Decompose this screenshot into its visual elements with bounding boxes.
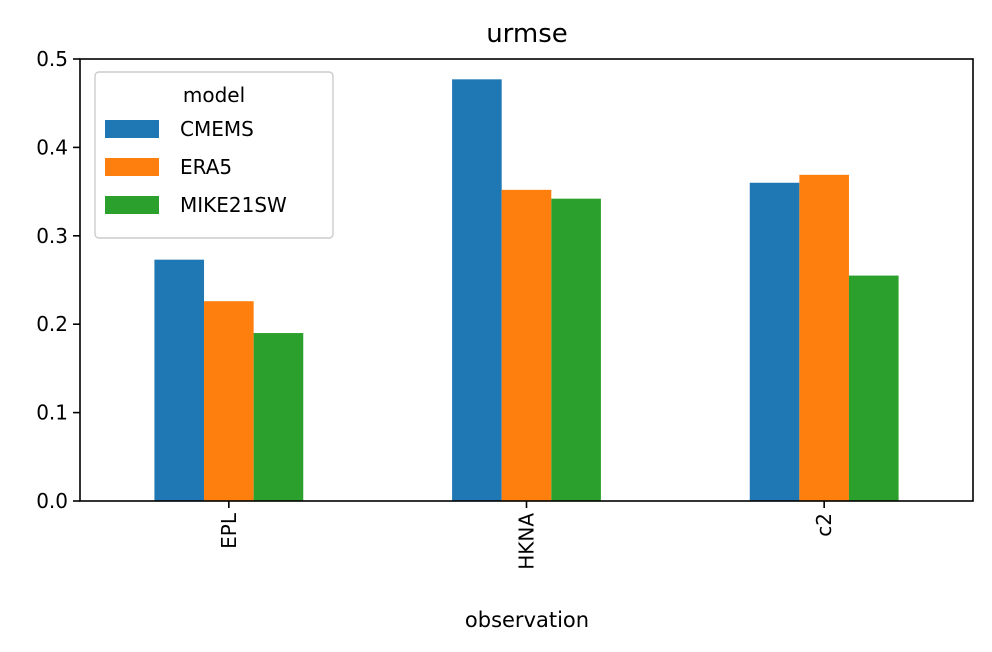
legend: model CMEMS ERA5 MIKE21SW <box>94 71 334 239</box>
y-tick-label: 0.1 <box>36 401 68 425</box>
x-axis-label: observation <box>465 608 589 632</box>
bar-era5-c2 <box>799 174 849 501</box>
legend-swatch-cmems <box>105 120 159 138</box>
chart-title: urmse <box>486 19 568 49</box>
legend-label-mike21sw: MIKE21SW <box>180 193 287 217</box>
y-tick-label: 0.3 <box>36 224 68 248</box>
y-axis: 0.0 0.1 0.2 0.3 0.4 0.5 <box>36 47 80 513</box>
bar-era5-epl <box>204 301 254 501</box>
bar-cmems-hkna <box>452 79 502 501</box>
bars-group <box>154 79 899 501</box>
x-axis: EPL HKNA c2 <box>217 501 836 570</box>
y-tick-label: 0.2 <box>36 312 68 336</box>
legend-swatch-era5 <box>105 158 159 176</box>
x-tick-label: EPL <box>217 512 241 549</box>
legend-swatch-mike21sw <box>105 196 159 214</box>
bar-mike21sw-epl <box>253 333 304 501</box>
bar-cmems-epl <box>154 259 205 501</box>
x-tick-label: c2 <box>812 513 836 537</box>
bar-mike21sw-c2 <box>848 275 899 501</box>
bar-cmems-c2 <box>749 182 800 501</box>
legend-label-cmems: CMEMS <box>180 117 254 141</box>
plot-frame <box>79 58 974 502</box>
bar-mike21sw-hkna <box>551 198 601 501</box>
y-tick-label: 0.4 <box>36 135 68 159</box>
legend-label-era5: ERA5 <box>180 155 232 179</box>
legend-title: model <box>183 83 245 107</box>
y-tick-label: 0.0 <box>36 489 68 513</box>
y-tick-label: 0.5 <box>36 47 68 71</box>
bar-era5-hkna <box>501 189 552 501</box>
x-tick-label: HKNA <box>515 513 539 570</box>
